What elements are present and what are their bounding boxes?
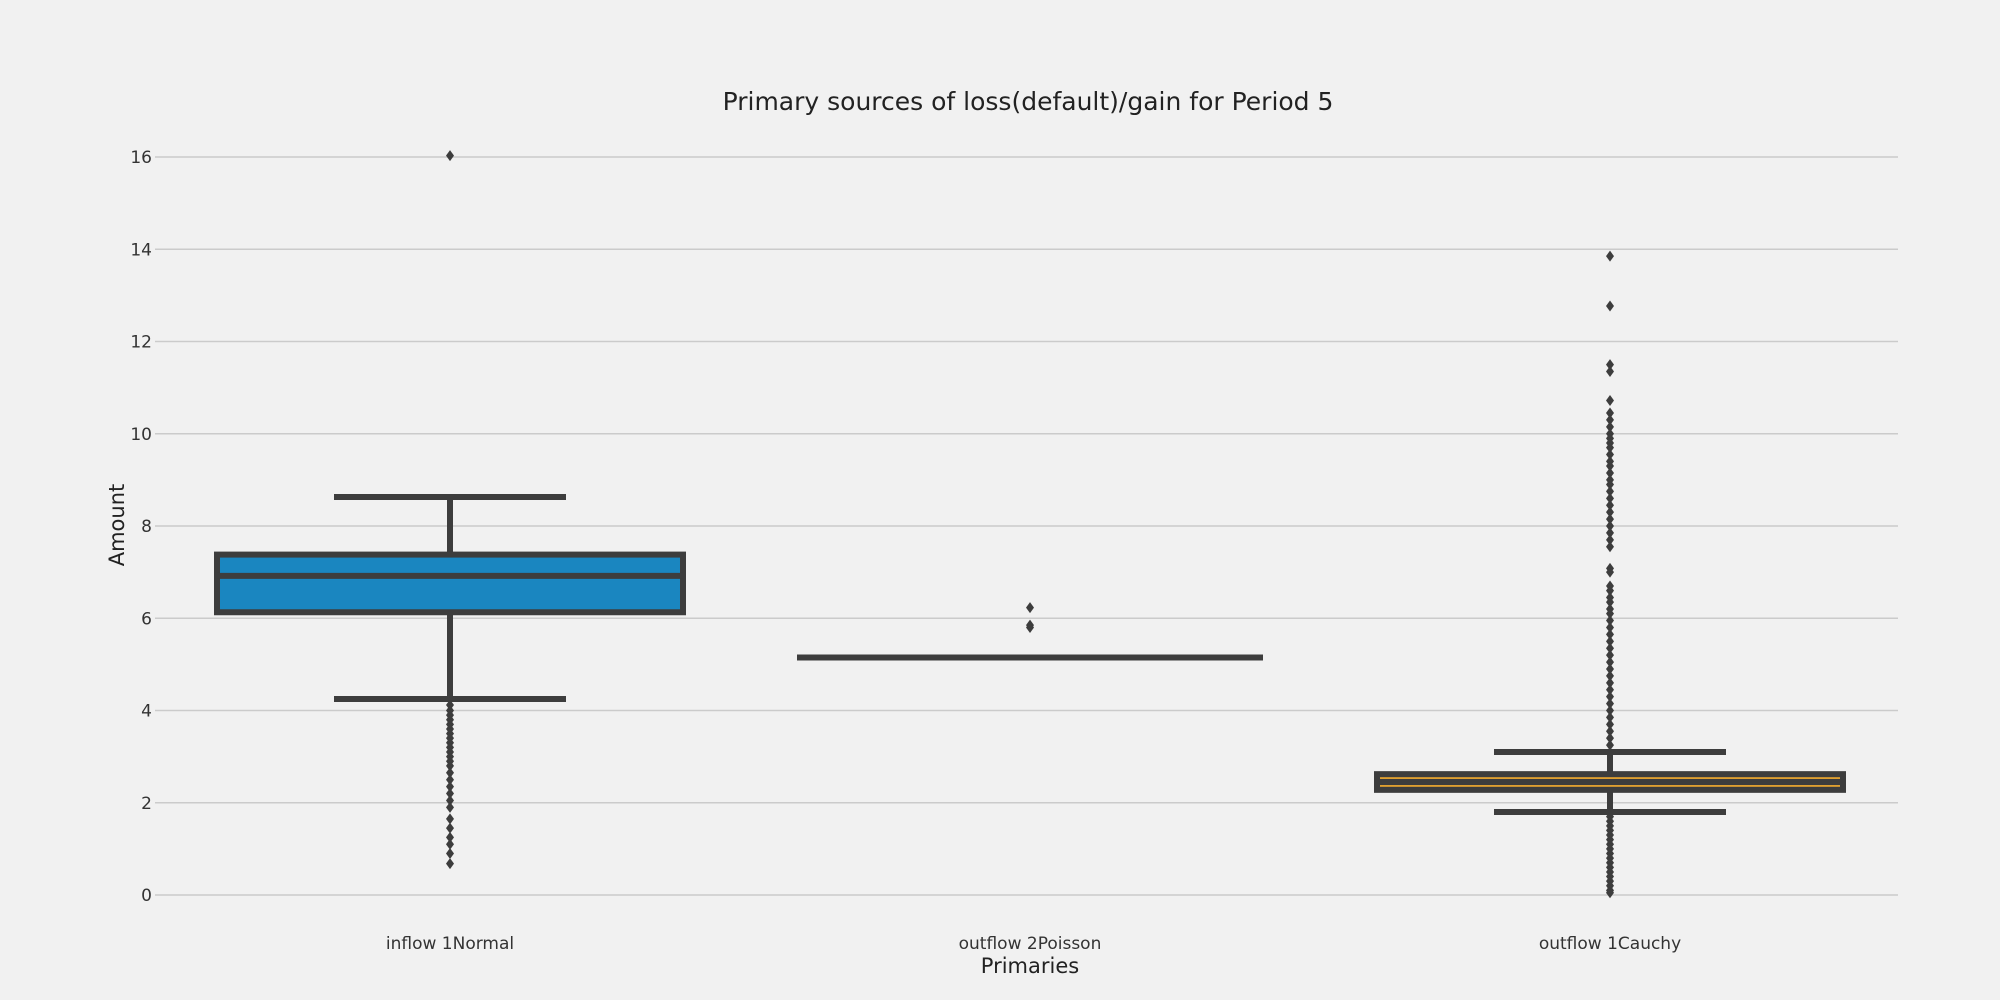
outlier-point (1606, 656, 1614, 668)
outlier-point (1606, 670, 1614, 682)
outlier-point (1606, 691, 1614, 703)
outlier-point (1606, 684, 1614, 696)
outlier-point (1606, 698, 1614, 710)
outlier-point (1606, 421, 1614, 433)
outlier-point (446, 774, 454, 786)
x-tick-label: inflow 1Normal (386, 934, 514, 954)
outlier-point (1606, 300, 1614, 312)
outlier-point (1606, 534, 1614, 546)
outlier-point (1606, 621, 1614, 633)
y-tick-label: 0 (141, 886, 152, 906)
x-tick-label: outflow 1Cauchy (1539, 934, 1681, 954)
outlier-point (446, 794, 454, 806)
outlier-point (1606, 596, 1614, 608)
outlier-point (1606, 541, 1614, 553)
outlier-point (1026, 602, 1034, 614)
y-tick-label: 14 (130, 240, 152, 260)
outlier-point (1026, 621, 1034, 633)
outlier-point (1606, 585, 1614, 597)
outlier-point (1606, 711, 1614, 723)
outlier-point (1606, 520, 1614, 532)
outlier-point (1606, 359, 1614, 371)
outlier-point (1606, 395, 1614, 407)
y-tick-label: 4 (141, 702, 152, 722)
outlier-point (1606, 628, 1614, 640)
outlier-point (446, 760, 454, 772)
outlier-point (1606, 499, 1614, 511)
outlier-point (1606, 407, 1614, 419)
outlier-point (1606, 365, 1614, 377)
outlier-point (1606, 566, 1614, 578)
outlier-point (446, 822, 454, 834)
outlier-point (1606, 414, 1614, 426)
outlier-point (1606, 442, 1614, 454)
outlier-point (1606, 663, 1614, 675)
outlier-point (1606, 635, 1614, 647)
outlier-point (1606, 615, 1614, 627)
box-series (214, 150, 1846, 899)
outlier-point (1606, 677, 1614, 689)
box-group (214, 150, 686, 870)
outlier-point (446, 813, 454, 825)
y-tick-label: 10 (130, 425, 152, 445)
outlier-point (1606, 739, 1614, 751)
y-tick-label: 6 (141, 609, 152, 629)
outlier-point (1606, 449, 1614, 461)
outlier-point (1606, 527, 1614, 539)
outlier-point (1606, 725, 1614, 737)
outlier-point (1606, 642, 1614, 654)
outlier-point (446, 699, 454, 711)
x-axis-label: Primaries (981, 954, 1079, 978)
outlier-point (1606, 718, 1614, 730)
box-group (797, 602, 1263, 661)
outlier-point (1606, 250, 1614, 262)
outlier-point (1606, 485, 1614, 497)
box-iqr (214, 551, 686, 616)
y-tick-label: 16 (130, 148, 152, 168)
outlier-point (1606, 506, 1614, 518)
y-tick-label: 8 (141, 517, 152, 537)
outlier-point (446, 858, 454, 870)
outlier-point (446, 788, 454, 800)
outlier-point (1606, 460, 1614, 472)
outlier-point (1606, 705, 1614, 716)
outlier-point (1606, 513, 1614, 525)
outlier-point (446, 838, 454, 850)
x-tick-labels: inflow 1Normal outflow 2Poisson outflow 1C… (386, 934, 1681, 954)
y-tick-label: 2 (141, 794, 152, 814)
box-group (1374, 250, 1846, 899)
chart-title: Primary sources of loss(default)/gain fo… (723, 87, 1334, 116)
outlier-point (446, 801, 454, 813)
outlier-point (1606, 732, 1614, 744)
outlier-point (1606, 608, 1614, 620)
outlier-point (1606, 478, 1614, 490)
outlier-point (446, 847, 454, 859)
x-tick-label: outflow 2Poisson (959, 934, 1102, 954)
outlier-point (1606, 467, 1614, 479)
y-tick-label: 12 (130, 333, 152, 353)
outlier-point (1606, 649, 1614, 661)
outlier-point (446, 831, 454, 843)
outlier-point (446, 781, 454, 793)
y-axis-label: Amount (105, 484, 129, 567)
outlier-point (1606, 887, 1614, 899)
outlier-point (446, 767, 454, 779)
y-tick-labels: 0 2 4 6 8 10 12 14 16 (130, 148, 152, 906)
grid-lines (155, 156, 1898, 896)
outlier-point (446, 150, 454, 162)
outlier-point (1606, 492, 1614, 504)
